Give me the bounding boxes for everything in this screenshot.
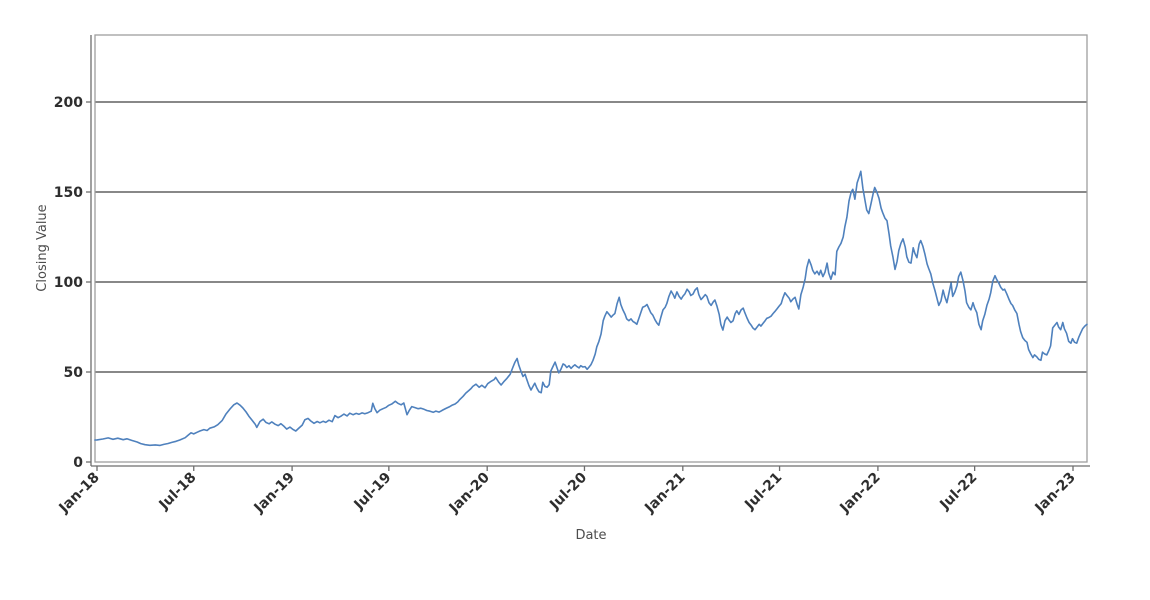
x-tick-label: Jul-18 bbox=[156, 470, 200, 514]
y-axis-ticks bbox=[86, 101, 91, 463]
x-tick-label: Jan-18 bbox=[56, 470, 103, 517]
y-axis-tick-labels: 0 50 100 150 200 bbox=[54, 95, 83, 471]
y-axis-title: Closing Value bbox=[35, 204, 50, 291]
x-axis-ticks bbox=[96, 466, 1074, 471]
x-tick-label: Jan-22 bbox=[836, 470, 883, 517]
y-tick-label: 100 bbox=[54, 275, 83, 291]
plot-border bbox=[94, 34, 1088, 463]
y-tick-label: 200 bbox=[54, 95, 83, 111]
x-tick-label: Jan-20 bbox=[446, 469, 493, 516]
x-axis-tick-labels: Jan-18 Jul-18 Jan-19 Jul-19 Jan-20 Jul-20 Jan-… bbox=[56, 469, 1079, 516]
y-tick-label: 0 bbox=[73, 455, 83, 471]
y-tick-label: 50 bbox=[64, 365, 84, 381]
x-tick-label: Jul-22 bbox=[936, 470, 980, 514]
y-tick-label: 150 bbox=[54, 185, 83, 201]
x-tick-label: Jan-19 bbox=[251, 470, 298, 517]
x-axis-title: Date bbox=[575, 528, 606, 543]
closing-value-series-line bbox=[94, 170, 1088, 447]
x-tick-label: Jul-20 bbox=[546, 469, 590, 513]
x-tick-label: Jul-19 bbox=[351, 470, 395, 514]
x-tick-label: Jan-21 bbox=[641, 470, 688, 517]
x-tick-label: Jan-23 bbox=[1032, 470, 1079, 517]
gridlines bbox=[95, 101, 1087, 373]
x-tick-label: Jul-21 bbox=[741, 470, 785, 514]
